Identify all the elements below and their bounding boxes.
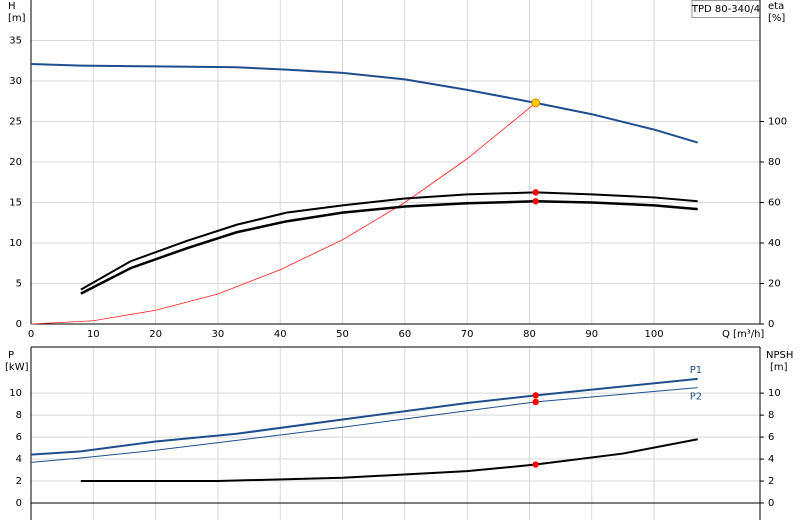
series-label: P1 bbox=[690, 365, 702, 376]
series-line bbox=[30, 387, 698, 463]
y2-label: NPSH bbox=[766, 350, 793, 361]
y-tick-label: 0 bbox=[16, 498, 22, 509]
chart-title: TPD 80-340/4 bbox=[691, 4, 760, 15]
x-tick-label: 10 bbox=[87, 329, 100, 340]
y2-tick-label: 8 bbox=[768, 410, 774, 421]
series-line bbox=[80, 438, 698, 483]
y2-tick-label: 10 bbox=[768, 388, 781, 399]
y-tick-label: 5 bbox=[16, 279, 22, 290]
series-line bbox=[30, 377, 698, 456]
y-tick-label: 25 bbox=[9, 117, 22, 128]
operating-point bbox=[532, 392, 539, 399]
x-tick-label: 50 bbox=[336, 329, 349, 340]
y-label: P bbox=[8, 350, 14, 361]
series-line bbox=[30, 102, 536, 325]
x-tick-label: 100 bbox=[645, 329, 664, 340]
x-tick-label: 90 bbox=[585, 329, 598, 340]
x-tick-label: 70 bbox=[461, 329, 474, 340]
y2-label: eta bbox=[768, 1, 784, 12]
y2-tick-label: 80 bbox=[768, 157, 781, 168]
x-tick-label: 60 bbox=[398, 329, 411, 340]
y2-tick-label: 0 bbox=[768, 319, 774, 330]
y-tick-label: 10 bbox=[9, 238, 22, 249]
y2-tick-label: 60 bbox=[768, 198, 781, 209]
series-line bbox=[80, 191, 698, 291]
series-line bbox=[80, 200, 698, 295]
x-tick-label: 40 bbox=[274, 329, 287, 340]
y2-tick-label: 4 bbox=[768, 454, 774, 465]
y-unit: [kW] bbox=[5, 362, 29, 373]
y-tick-label: 10 bbox=[9, 388, 22, 399]
y-tick-label: 8 bbox=[16, 410, 22, 421]
y-label: H bbox=[8, 1, 16, 12]
y2-tick-label: 2 bbox=[768, 476, 774, 487]
series-line bbox=[30, 62, 698, 144]
y2-tick-label: 20 bbox=[768, 279, 781, 290]
x-tick-label: 80 bbox=[523, 329, 536, 340]
operating-point bbox=[532, 461, 539, 468]
y2-tick-label: 0 bbox=[768, 498, 774, 509]
y-tick-label: 30 bbox=[9, 76, 22, 87]
operating-point bbox=[531, 98, 541, 108]
y-tick-label: 6 bbox=[16, 432, 22, 443]
series-label: P2 bbox=[690, 392, 702, 403]
x-label: Q [m³/h] bbox=[722, 329, 764, 340]
operating-point bbox=[532, 198, 539, 205]
y2-unit: [m] bbox=[770, 362, 788, 373]
operating-point bbox=[532, 398, 539, 406]
y-tick-label: 35 bbox=[9, 36, 22, 47]
y2-unit: [%] bbox=[768, 13, 785, 24]
x-tick-label: 30 bbox=[212, 329, 225, 340]
x-tick-label: 20 bbox=[149, 329, 162, 340]
y-tick-label: 4 bbox=[16, 454, 22, 465]
y2-tick-label: 6 bbox=[768, 432, 774, 443]
x-tick-label: 0 bbox=[28, 329, 34, 340]
y-tick-label: 20 bbox=[9, 157, 22, 168]
y-tick-label: 0 bbox=[16, 319, 22, 330]
operating-point bbox=[532, 189, 539, 196]
y-tick-label: 2 bbox=[16, 476, 22, 487]
y2-tick-label: 100 bbox=[768, 117, 787, 128]
y-tick-label: 15 bbox=[9, 198, 22, 209]
y2-tick-label: 40 bbox=[768, 238, 781, 249]
y-unit: [m] bbox=[8, 13, 26, 24]
